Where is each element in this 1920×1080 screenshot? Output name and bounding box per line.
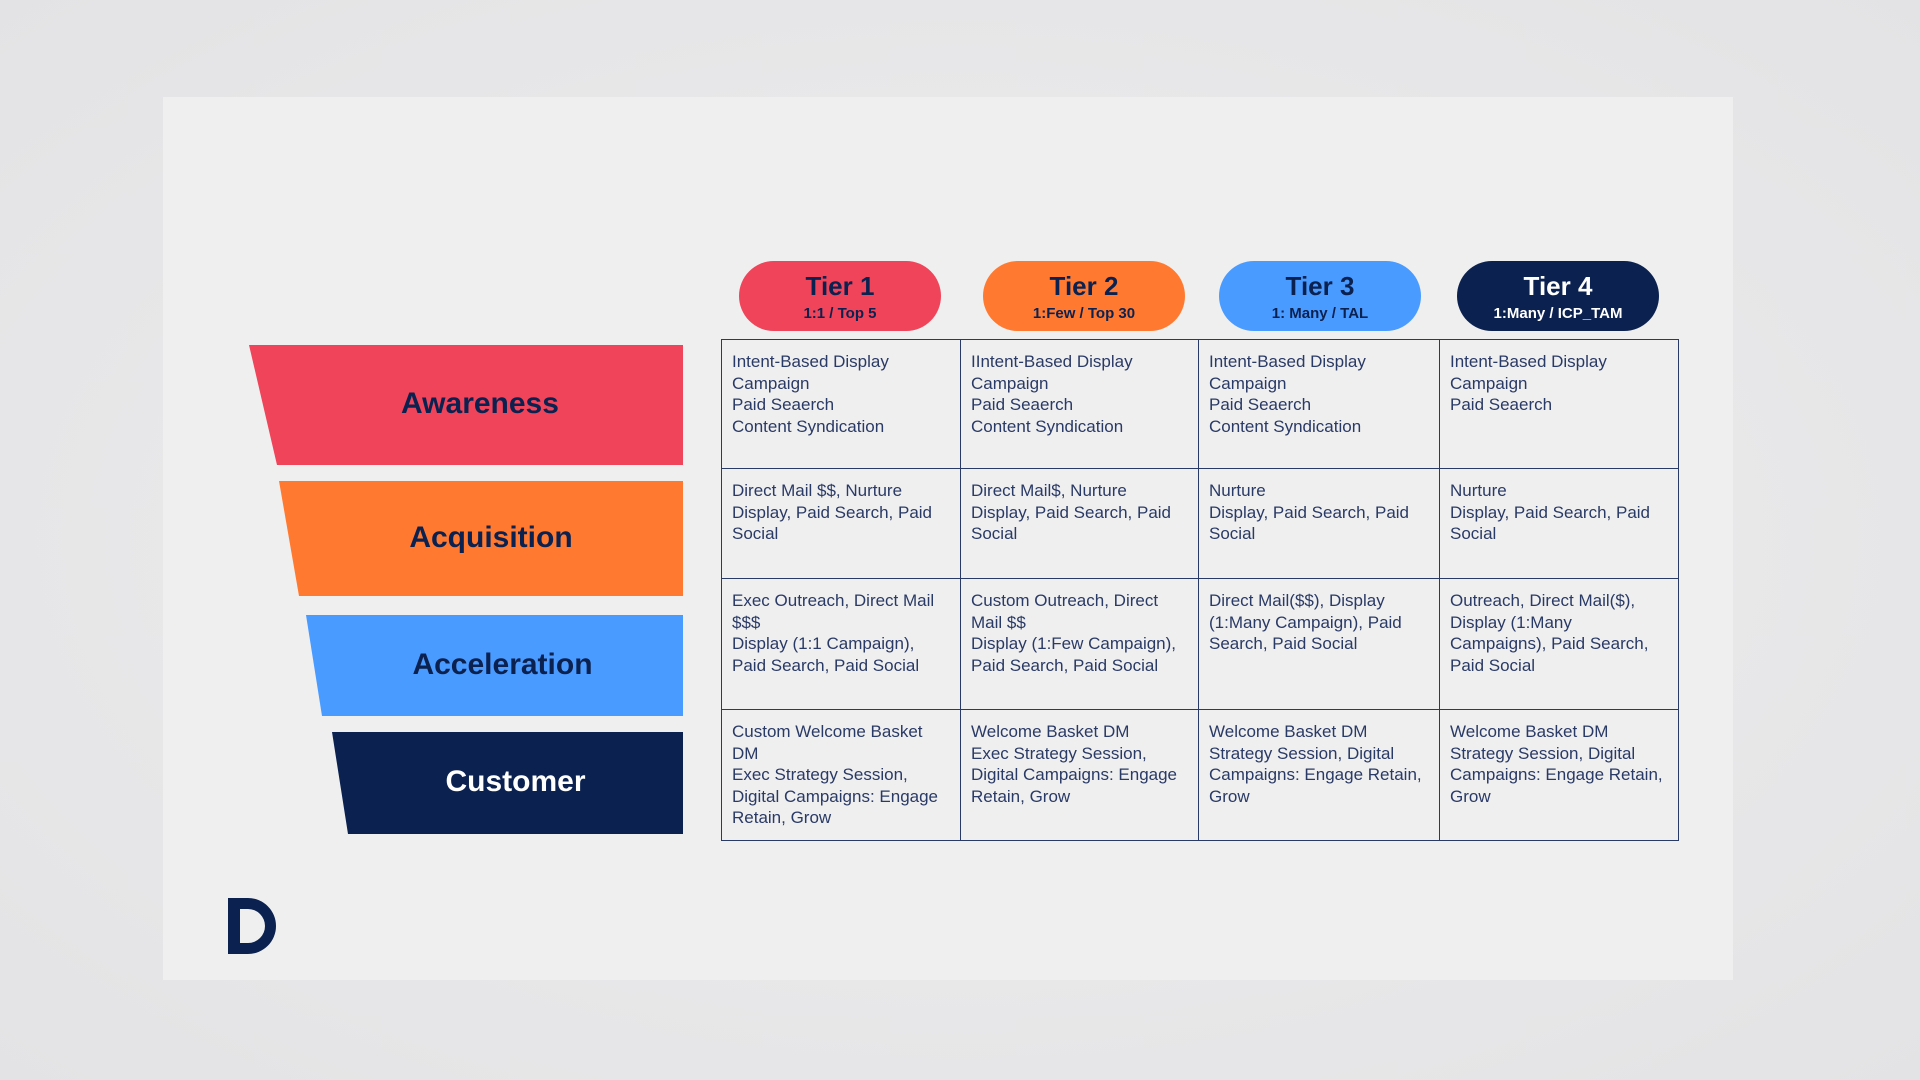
tier-title: Tier 1 (805, 271, 875, 301)
tier-subtitle: 1: Many / TAL (1271, 305, 1369, 322)
cell-line: Custom Welcome Basket DM (732, 722, 923, 763)
table-cell: Welcome Basket DM Strategy Session, Digit… (1439, 709, 1679, 841)
cell-line: Content Syndication (971, 416, 1124, 436)
cell-line: Direct Mail $$, Nurture (732, 481, 903, 500)
table-cell: Welcome Basket DM Exec Strategy Session, … (960, 709, 1199, 841)
table-cell: Intent-Based Display Campaign Paid Seaerc… (721, 339, 961, 469)
table-cell: Intent-Based Display Campaign Paid Seaerc… (1439, 339, 1679, 469)
cell-line: Display, Paid Search, Paid Social (732, 502, 933, 544)
cell-line: Strategy Session, Digital Campaigns: Eng… (1209, 743, 1422, 806)
cell-line: Direct Mail$, Nurture (971, 481, 1127, 500)
tier-subtitle: 1:Many / ICP_TAM (1493, 305, 1623, 322)
tier-subtitle: 1:Few / Top 30 (1032, 305, 1136, 322)
tier-title: Tier 3 (1285, 271, 1355, 301)
stage-label: Acceleration (412, 647, 593, 681)
cell-line: Exec Strategy Session, Digital Campaigns… (971, 743, 1178, 806)
table-cell: Intent-Based Display Campaign Paid Seaerc… (1198, 339, 1440, 469)
tier-title: Tier 2 (1049, 271, 1119, 301)
table-cell: Welcome Basket DM Strategy Session, Digit… (1198, 709, 1440, 841)
stage-label: Awareness (401, 387, 559, 420)
tier-pill: Tier 4 1:Many / ICP_TAM (1457, 261, 1659, 331)
cell-line: Direct Mail($$), Display (1:Many Campaig… (1209, 591, 1402, 653)
cell-line: Exec Outreach, Direct Mail $$$ (732, 591, 935, 632)
cell-line: Paid Seaerch (1209, 395, 1312, 414)
cell-line: Display (1:1 Campaign), Paid Search, Pai… (732, 634, 920, 675)
table-cell: Custom Welcome Basket DM Exec Strategy Se… (721, 709, 961, 841)
cell-line: Paid Seaerch (732, 395, 835, 414)
cell-line: Content Syndication (732, 416, 885, 436)
cell-line: Nurture (1450, 481, 1507, 500)
cell-line: Welcome Basket DM (1450, 722, 1609, 741)
cell-line: Exec Strategy Session, Digital Campaigns… (732, 765, 939, 827)
funnel-stage (279, 481, 683, 596)
cell-line: Paid Seaerch (971, 395, 1074, 414)
cell-line: Display, Paid Search, Paid Social (971, 502, 1172, 544)
funnel-stage (332, 732, 683, 834)
cell-line: Welcome Basket DM (971, 722, 1130, 741)
table-cell: Direct Mail$, Nurture Display, Paid Searc… (960, 468, 1199, 579)
cell-line: Strategy Session, Digital Campaigns: Eng… (1450, 743, 1663, 806)
tier-pill: Tier 1 1:1 / Top 5 (739, 261, 941, 331)
cell-line: Nurture (1209, 481, 1266, 500)
tier-pill: Tier 2 1:Few / Top 30 (983, 261, 1185, 331)
table-cell: Nurture Display, Paid Search, Paid Social (1198, 468, 1440, 579)
cell-line: Paid Seaerch (1450, 395, 1553, 414)
cell-line: Outreach, Direct Mail($), Display (1:Man… (1450, 591, 1649, 675)
cell-line: Content Syndication (1209, 416, 1362, 436)
cell-line: Intent-Based Display Campaign (732, 352, 889, 393)
cell-line: Welcome Basket DM (1209, 722, 1368, 741)
table-cell: Direct Mail($$), Display (1:Many Campaig… (1198, 578, 1440, 710)
table-cell: Direct Mail $$, Nurture Display, Paid Sea… (721, 468, 961, 579)
cell-line: Custom Outreach, Direct Mail $$ (971, 591, 1159, 632)
funnel-stage (306, 615, 683, 716)
tier-title: Tier 4 (1523, 271, 1593, 301)
tier-pill: Tier 3 1: Many / TAL (1219, 261, 1421, 331)
funnel-stage (249, 345, 683, 465)
cell-line: Intent-Based Display Campaign (1209, 352, 1366, 393)
stage-label: Customer (445, 765, 586, 798)
tier-subtitle: 1:1 / Top 5 (803, 305, 877, 322)
cell-line: Intent-Based Display Campaign (1450, 352, 1607, 393)
stage-label: Acquisition (409, 520, 573, 554)
cell-line: Display (1:Few Campaign), Paid Search, P… (971, 634, 1177, 675)
logo (240, 909, 265, 943)
table-cell: IIntent-Based Display Campaign Paid Seaer… (960, 339, 1199, 469)
cell-line: Display, Paid Search, Paid Social (1450, 502, 1651, 544)
cell-line: IIntent-Based Display Campaign (971, 352, 1133, 393)
table-cell: Outreach, Direct Mail($), Display (1:Man… (1439, 578, 1679, 710)
table-cell: Custom Outreach, Direct Mail $$ Display (… (960, 578, 1199, 710)
table-cell: Nurture Display, Paid Search, Paid Social (1439, 468, 1679, 579)
table-cell: Exec Outreach, Direct Mail $$$ Display (1… (721, 578, 961, 710)
cell-line: Display, Paid Search, Paid Social (1209, 502, 1410, 544)
